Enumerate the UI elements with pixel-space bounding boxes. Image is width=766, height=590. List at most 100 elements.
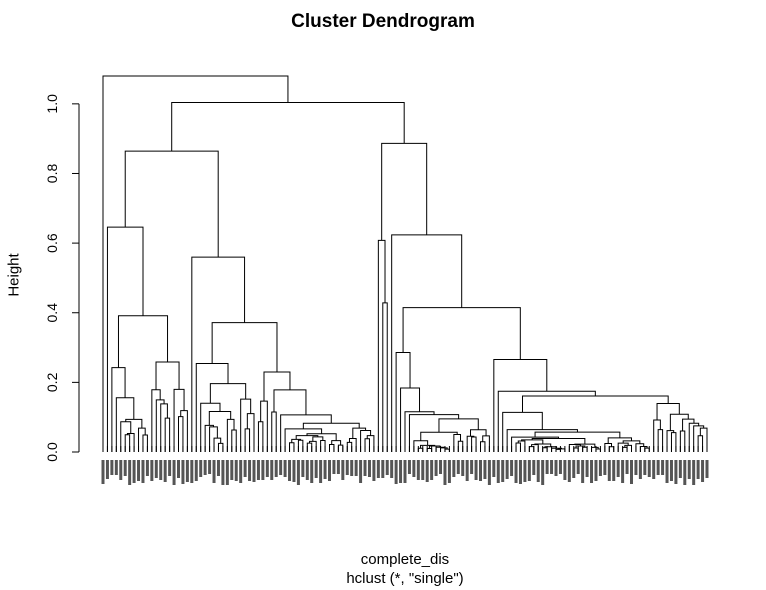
- dendrogram-link: [173, 388, 185, 452]
- dendrogram-link: [366, 435, 375, 452]
- leaf-label-mark: [185, 460, 189, 482]
- dendrogram-link: [438, 418, 479, 433]
- dendrogram-link: [271, 411, 277, 452]
- dendrogram-link: [656, 402, 680, 420]
- leaf-label-mark: [576, 460, 580, 474]
- leaf-label-mark: [563, 460, 567, 480]
- dendrogram-link: [653, 419, 661, 452]
- chart-title: Cluster Dendrogram: [291, 11, 475, 32]
- leaf-label-mark: [701, 460, 705, 482]
- leaf-label-mark: [359, 460, 363, 483]
- dendrogram-link: [555, 448, 561, 452]
- leaf-label-mark: [683, 460, 687, 485]
- dendrogram-link: [260, 400, 268, 452]
- leaf-label-mark: [434, 460, 438, 476]
- leaf-label-mark: [261, 460, 265, 480]
- dendrogram-link: [151, 389, 161, 452]
- leaf-label-mark: [328, 460, 331, 481]
- leaf-label-mark: [221, 460, 225, 485]
- dendrogram-link: [246, 413, 255, 452]
- dendrogram-link: [126, 433, 135, 452]
- dendrogram-link: [204, 424, 214, 452]
- dendrogram-link: [337, 444, 344, 452]
- leaf-label-mark: [590, 460, 594, 483]
- dendrogram-link: [306, 433, 337, 441]
- dendrogram-link: [302, 422, 360, 429]
- dendrogram-link: [607, 437, 632, 444]
- dendrogram-link: [482, 435, 490, 452]
- dendrogram-link: [106, 226, 144, 452]
- dendrogram-link: [329, 444, 335, 452]
- dendrogram-link: [138, 427, 146, 452]
- leaf-label-mark: [492, 460, 496, 477]
- dendrogram-link: [284, 428, 323, 452]
- dendrogram-link: [115, 397, 135, 452]
- leaf-label-mark: [137, 460, 141, 481]
- dendrogram-link: [402, 307, 521, 360]
- leaf-label-mark: [621, 460, 625, 483]
- leaf-label-mark: [390, 460, 394, 478]
- leaf-label-mark: [310, 460, 314, 483]
- dendrogram-link: [352, 427, 367, 439]
- leaf-label-mark: [248, 460, 252, 481]
- dendrogram-link: [382, 302, 388, 452]
- dendrogram-link: [644, 447, 650, 452]
- leaf-label-mark: [101, 460, 105, 484]
- leaf-label-mark: [399, 460, 403, 483]
- leaf-label-mark: [403, 460, 407, 483]
- leaf-label-mark: [661, 460, 665, 475]
- leaf-label-mark: [669, 460, 673, 481]
- dendrogram-link: [688, 422, 700, 452]
- leaf-label-mark: [350, 460, 354, 476]
- leaf-label-mark: [470, 460, 474, 474]
- leaf-label-mark: [372, 460, 376, 481]
- dendrogram-link: [471, 436, 477, 452]
- leaf-label-mark: [203, 460, 207, 475]
- dendrogram-link: [213, 437, 222, 452]
- dendrogram-link: [273, 389, 307, 415]
- dendrogram-link: [417, 447, 424, 452]
- dendrogram-link: [124, 434, 131, 452]
- leaf-label-mark: [123, 460, 127, 476]
- leaf-label-mark: [412, 460, 416, 477]
- dendrogram-link: [297, 439, 304, 452]
- leaf-label-mark: [558, 460, 562, 474]
- dendrogram-link: [211, 322, 278, 373]
- leaf-label-mark: [461, 460, 465, 476]
- dendrogram-link: [682, 418, 695, 431]
- leaf-label-mark: [376, 460, 380, 478]
- leaf-label-mark: [105, 460, 109, 479]
- leaf-label-mark: [168, 460, 172, 476]
- dendrogram-link: [331, 440, 342, 446]
- dendrogram-link: [240, 398, 252, 452]
- leaf-label-mark: [692, 460, 696, 485]
- dendrogram-link: [178, 416, 184, 452]
- leaf-label-mark: [256, 460, 260, 480]
- leaf-label-mark: [416, 460, 420, 480]
- dendrogram-link: [622, 440, 641, 444]
- leaf-label-mark: [363, 460, 367, 476]
- dendrogram-link: [697, 435, 704, 452]
- leaf-label-mark: [319, 460, 323, 483]
- dendrogram-link: [404, 411, 435, 452]
- dendrogram-link: [381, 142, 428, 241]
- dendrogram-link: [280, 414, 332, 452]
- leaf-label-mark: [425, 460, 429, 482]
- dendrogram-link: [531, 438, 586, 445]
- leaf-label-mark: [270, 460, 274, 480]
- leaf-label-mark: [603, 460, 607, 475]
- leaf-label-mark: [505, 460, 509, 479]
- leaf-label-mark: [594, 460, 598, 481]
- leaf-label-mark: [194, 460, 198, 481]
- dendrogram-link: [534, 431, 621, 438]
- leaf-label-mark: [536, 460, 540, 482]
- leaf-label-mark: [345, 460, 349, 475]
- dendrogram-link: [191, 256, 246, 452]
- leaf-label-mark: [527, 460, 531, 481]
- leaf-label-mark: [456, 460, 460, 474]
- y-tick-label: 0.0: [44, 442, 60, 462]
- leaf-label-mark: [607, 460, 611, 481]
- leaf-label-mark: [150, 460, 154, 481]
- leaf-label-mark: [385, 460, 389, 475]
